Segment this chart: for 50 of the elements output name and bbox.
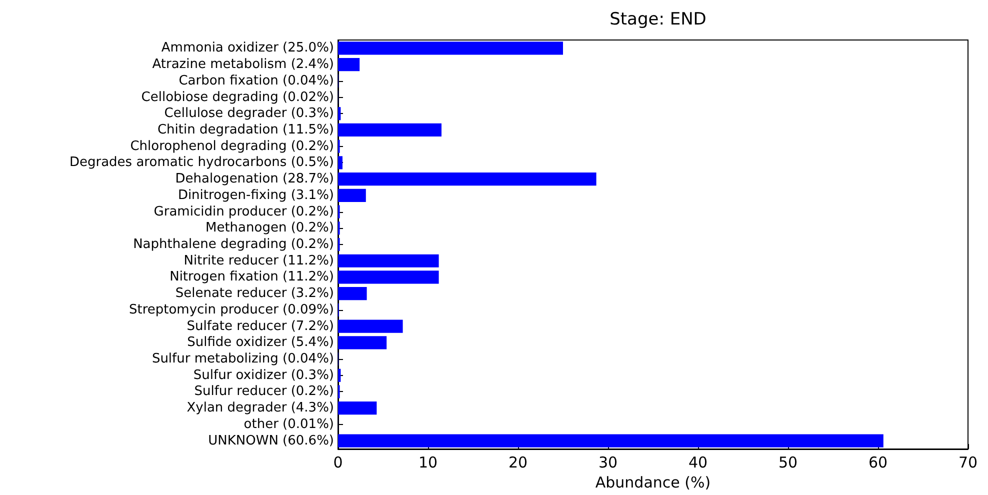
bar (338, 188, 366, 202)
y-tick-label: Ammonia oxidizer (25.0%) (161, 40, 334, 56)
x-tick-label: 20 (508, 454, 528, 472)
bar (338, 254, 439, 268)
bar (338, 320, 403, 333)
y-tick-label: Selenate reducer (3.2%) (175, 286, 334, 302)
bar (338, 287, 367, 300)
bar (338, 58, 360, 72)
y-tick-label: Methanogen (0.2%) (205, 220, 334, 236)
bar (338, 368, 341, 382)
y-tick-label: other (0.01%) (244, 416, 334, 432)
bar (338, 434, 884, 448)
y-tick-label: UNKNOWN (60.6%) (208, 433, 334, 448)
bar (338, 107, 341, 120)
y-tick-label: Sulfate reducer (7.2%) (186, 318, 334, 334)
x-axis-title: Abundance (%) (595, 474, 711, 492)
x-tick-label: 50 (778, 454, 798, 472)
bar (338, 42, 563, 55)
y-tick-label: Naphthalene degrading (0.2%) (133, 237, 334, 252)
bar (338, 172, 596, 186)
y-tick-label: Nitrogen fixation (11.2%) (170, 270, 334, 285)
bar (338, 270, 439, 284)
x-tick-label: 10 (418, 454, 438, 472)
x-tick-label: 60 (868, 454, 888, 472)
y-tick-label: Dinitrogen-fixing (3.1%) (178, 188, 334, 203)
y-tick-label: Degrades aromatic hydrocarbons (0.5%) (69, 155, 334, 170)
y-tick-label: Sulfur oxidizer (0.3%) (193, 368, 334, 383)
bar (338, 336, 387, 350)
y-tick-label: Nitrite reducer (11.2%) (184, 253, 334, 268)
y-tick-label: Dehalogenation (28.7%) (175, 172, 334, 187)
bar (338, 156, 342, 170)
y-tick-label: Atrazine metabolism (2.4%) (152, 57, 334, 72)
y-tick-label: Gramicidin producer (0.2%) (154, 204, 334, 220)
x-tick-label: 30 (598, 454, 618, 472)
x-tick-label: 70 (958, 454, 978, 472)
y-tick-label: Sulfur metabolizing (0.04%) (152, 352, 334, 367)
y-tick-label: Carbon fixation (0.04%) (178, 73, 334, 88)
bar (338, 123, 442, 137)
y-tick-label: Sulfur reducer (0.2%) (194, 384, 334, 400)
y-tick-label: Cellulose degrader (0.3%) (164, 106, 334, 122)
y-tick-label: Cellobiose degrading (0.02%) (141, 90, 334, 105)
y-tick-label: Chitin degradation (11.5%) (157, 122, 334, 138)
chart-title: Stage: END (610, 10, 706, 30)
y-tick-label: Xylan degrader (4.3%) (186, 400, 334, 416)
y-tick-label: Streptomycin producer (0.09%) (128, 302, 334, 318)
bar (338, 402, 377, 415)
y-tick-label: Chlorophenol degrading (0.2%) (130, 138, 334, 154)
x-tick-label: 40 (688, 454, 708, 472)
y-tick-label: Sulfide oxidizer (5.4%) (187, 335, 334, 350)
x-tick-label: 0 (333, 454, 343, 472)
